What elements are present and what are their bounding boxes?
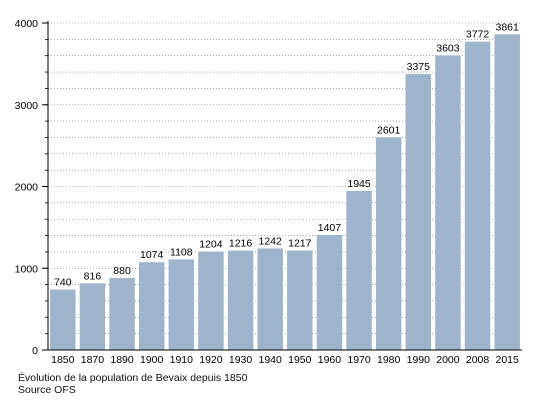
data-label: 1217	[288, 238, 312, 250]
x-tick-label: 1960	[318, 354, 342, 366]
data-label: 3603	[436, 42, 460, 54]
x-tick-label: 2008	[466, 354, 490, 366]
y-tick-label: 0	[32, 345, 38, 357]
x-tick-label: 1890	[110, 354, 134, 366]
chart-source: Source OFS	[18, 384, 76, 396]
data-label: 1945	[347, 178, 371, 190]
bar	[168, 259, 195, 350]
x-tick-label: 2000	[436, 354, 460, 366]
data-label: 1108	[170, 246, 193, 258]
chart-caption: Évolution de la population de Bevaix dep…	[18, 372, 248, 384]
x-tick-label: 2015	[496, 354, 520, 366]
bar	[257, 248, 283, 350]
x-tick-label: 1990	[407, 354, 431, 366]
y-tick-label: 1000	[15, 263, 39, 275]
data-label: 3772	[466, 29, 490, 41]
data-label: 1074	[140, 249, 164, 261]
bar	[287, 250, 313, 350]
x-tick-label: 1900	[140, 354, 164, 366]
bar	[198, 251, 224, 350]
x-tick-label: 1970	[347, 354, 371, 366]
bar	[227, 250, 254, 350]
data-label: 1242	[259, 235, 283, 247]
data-label: 880	[113, 265, 131, 277]
x-tick-label: 1850	[51, 354, 75, 366]
bar	[316, 234, 343, 350]
x-tick-label: 1930	[229, 354, 253, 366]
y-tick-label: 4000	[15, 18, 39, 30]
y-tick-label: 2000	[15, 182, 39, 194]
data-label: 1216	[229, 238, 253, 250]
bar	[138, 262, 165, 350]
bar	[50, 289, 76, 350]
y-tick-label: 3000	[15, 100, 39, 112]
x-tick-label: 1870	[81, 354, 105, 366]
data-label: 3375	[407, 61, 431, 73]
bar	[464, 41, 491, 350]
x-tick-label: 1910	[170, 354, 194, 366]
x-tick-label: 1950	[288, 354, 312, 366]
bar	[346, 190, 372, 350]
bar	[79, 283, 106, 350]
data-label: 816	[84, 270, 102, 282]
bar	[405, 74, 432, 350]
bar	[494, 34, 520, 350]
x-tick-label: 1920	[199, 354, 223, 366]
data-label: 1204	[199, 239, 223, 251]
data-label: 1407	[318, 222, 342, 234]
bar	[435, 55, 461, 351]
data-label: 3861	[496, 21, 520, 33]
data-label: 740	[54, 277, 72, 289]
x-tick-label: 1940	[259, 354, 283, 366]
data-label: 2601	[377, 124, 401, 136]
x-tick-label: 1980	[377, 354, 401, 366]
bar	[109, 278, 135, 350]
bar	[375, 137, 402, 350]
